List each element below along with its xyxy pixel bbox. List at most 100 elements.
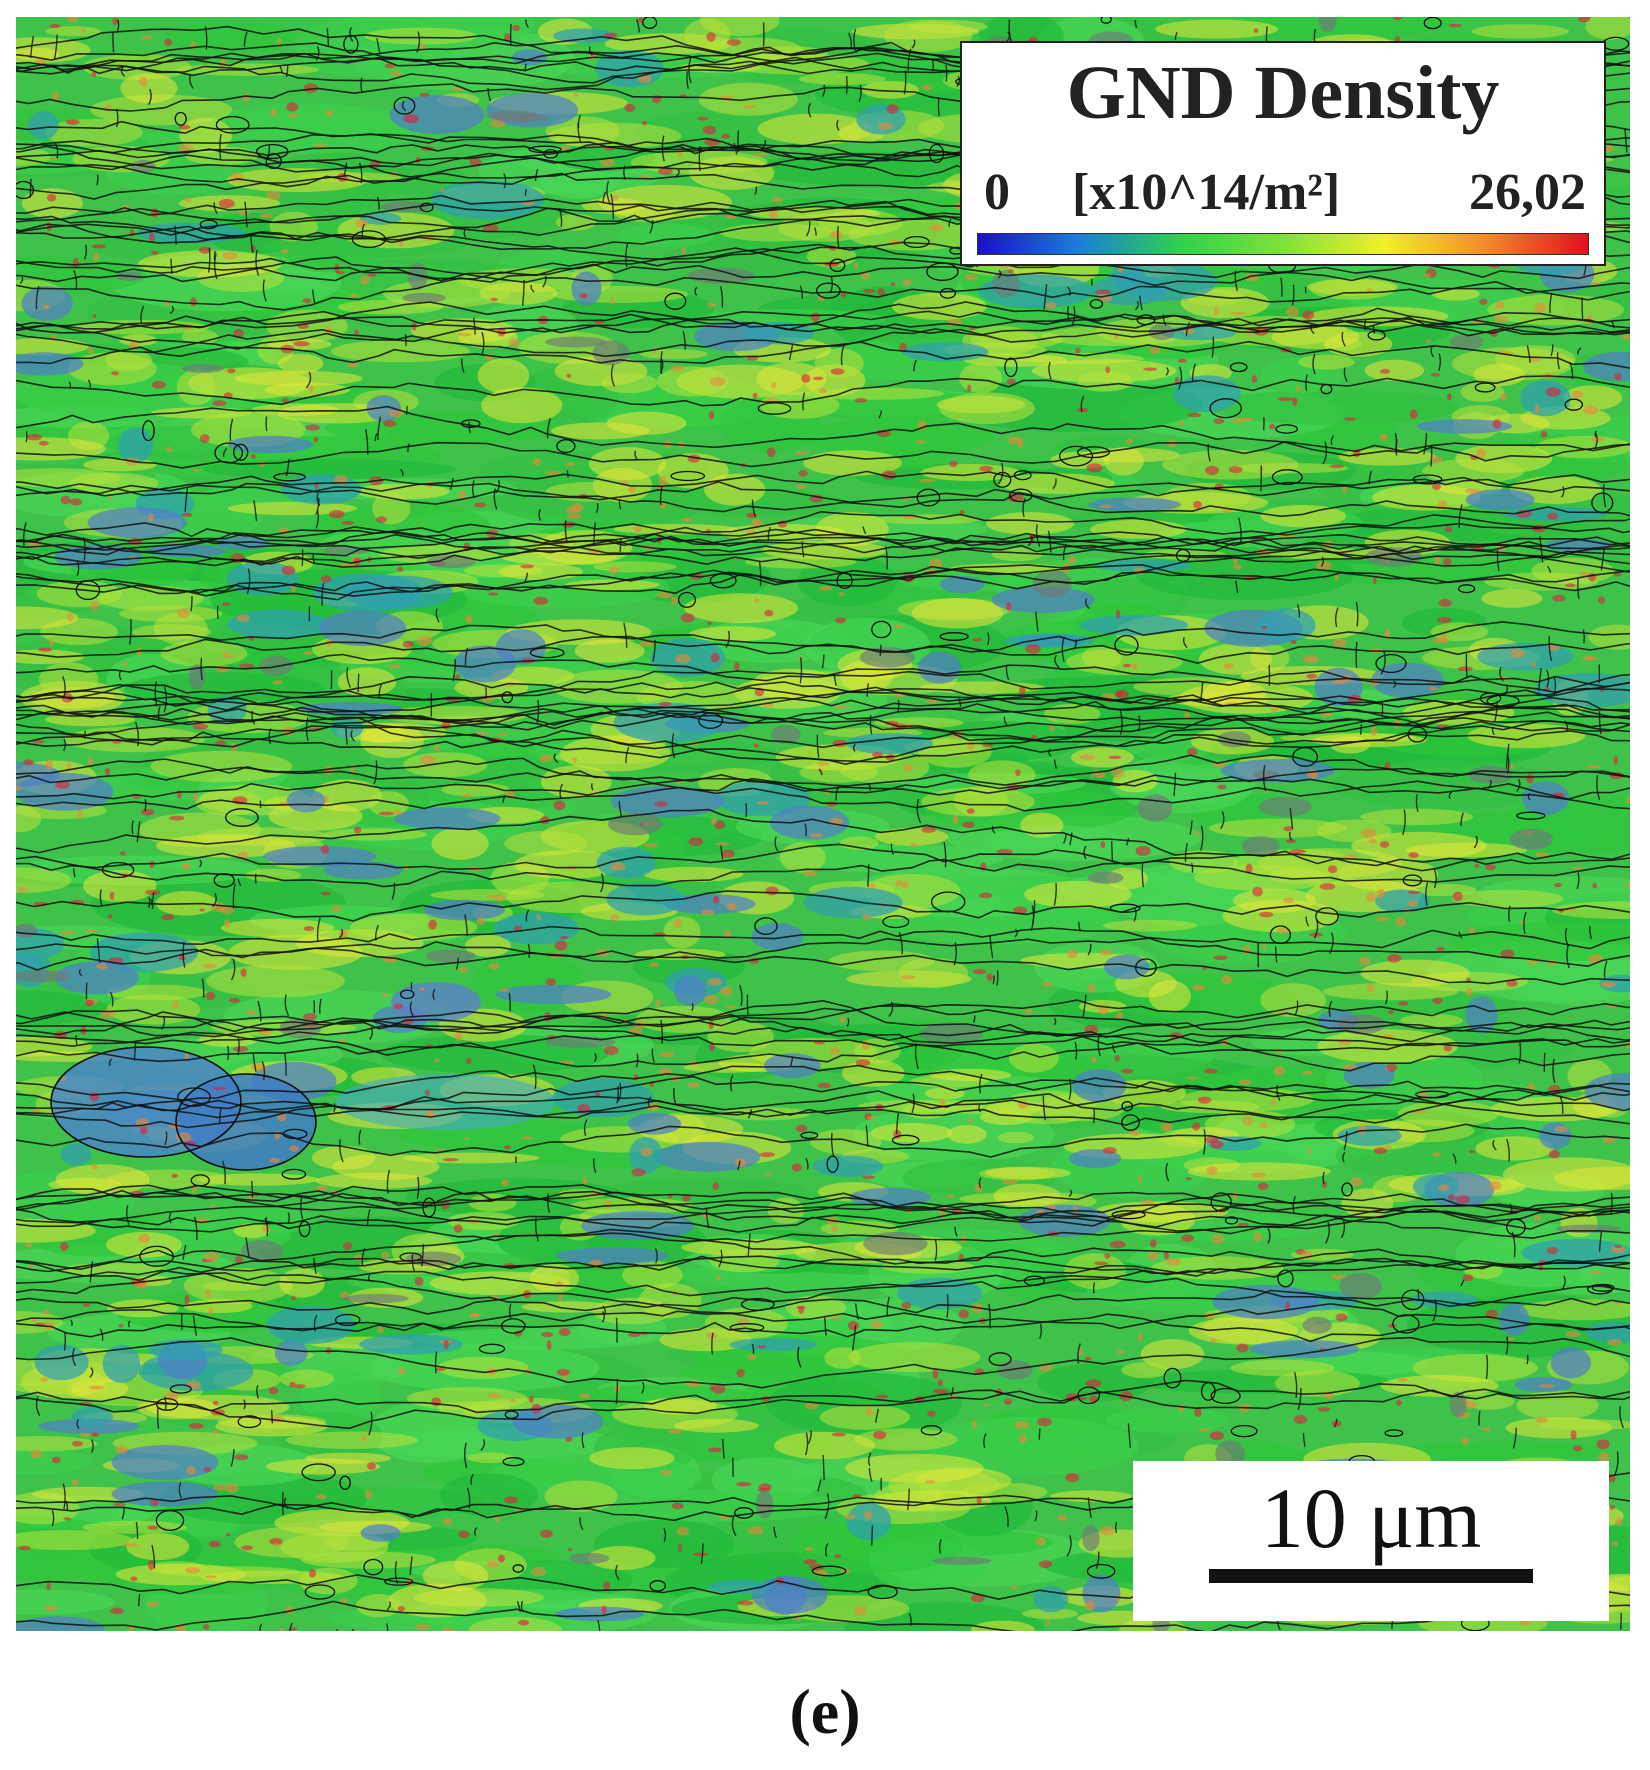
yellow-patch xyxy=(681,1239,821,1257)
grain-boundary xyxy=(1305,374,1308,392)
high-density-speck xyxy=(1302,310,1315,320)
low-density-grain xyxy=(286,789,326,813)
grain-boundary xyxy=(226,1045,230,1061)
grain-boundary xyxy=(237,878,242,887)
high-density-speck xyxy=(1025,644,1041,654)
high-density-speck xyxy=(933,1388,949,1394)
grain-boundary xyxy=(265,153,282,170)
grain-boundary xyxy=(16,180,35,200)
high-density-speck xyxy=(303,926,315,932)
high-density-speck xyxy=(354,329,359,336)
grain-boundary xyxy=(1296,604,1301,618)
grain-boundary xyxy=(1543,1052,1546,1072)
grain-boundary xyxy=(1271,469,1303,486)
grain-boundary xyxy=(198,859,203,868)
high-density-speck xyxy=(281,397,289,403)
high-density-speck xyxy=(1228,466,1243,474)
high-density-speck xyxy=(46,1581,51,1591)
grain-boundary xyxy=(155,1510,185,1531)
grain-boundary xyxy=(593,1158,597,1174)
unindexed-zone xyxy=(1082,1524,1100,1552)
grain-boundary xyxy=(751,499,756,517)
high-density-speck xyxy=(87,347,94,354)
grain-boundary xyxy=(1556,352,1560,370)
high-density-speck xyxy=(141,808,155,816)
yellow-patch xyxy=(118,605,223,622)
grain-boundary xyxy=(593,1052,597,1062)
grain-boundary xyxy=(774,836,779,852)
yellow-patch xyxy=(837,750,930,784)
grain-boundary xyxy=(1566,944,1570,969)
grain-boundary xyxy=(659,486,663,506)
grain-boundary xyxy=(1305,916,1310,927)
yellow-patch xyxy=(311,1145,376,1170)
grain-boundary xyxy=(1068,1189,1073,1198)
grain-boundary xyxy=(16,528,1630,551)
yellow-patch xyxy=(810,1129,882,1155)
high-density-speck xyxy=(707,621,712,626)
grain-boundary xyxy=(647,1096,652,1107)
grain-boundary xyxy=(157,705,161,720)
high-density-speck xyxy=(1049,723,1055,732)
yellow-patch xyxy=(98,585,204,611)
high-density-speck xyxy=(398,1367,406,1376)
high-density-speck xyxy=(702,125,717,135)
grain-boundary xyxy=(493,488,498,510)
grain-boundary xyxy=(253,500,258,522)
high-density-speck xyxy=(397,1605,405,1612)
grain-boundary xyxy=(1328,1000,1333,1017)
high-density-speck xyxy=(1283,826,1294,832)
high-density-speck xyxy=(192,468,200,473)
grain-boundary xyxy=(602,191,607,204)
scale-bar-label: 10 μm xyxy=(1260,1470,1482,1566)
high-density-speck xyxy=(308,385,314,394)
high-density-speck xyxy=(1302,654,1319,664)
grain-boundary xyxy=(988,1303,991,1329)
high-density-speck xyxy=(1592,882,1598,889)
high-density-speck xyxy=(1237,1222,1249,1227)
high-density-speck xyxy=(1506,1337,1515,1341)
grain-boundary xyxy=(1591,492,1614,514)
green-patch xyxy=(16,855,262,886)
yellow-patch xyxy=(45,26,102,37)
high-density-speck xyxy=(1582,655,1598,661)
grain-boundary xyxy=(164,1396,167,1410)
grain-boundary xyxy=(201,978,205,998)
grain-boundary xyxy=(800,1131,819,1140)
high-density-speck xyxy=(1099,504,1114,508)
high-density-speck xyxy=(520,564,535,569)
grain-boundary xyxy=(1048,361,1052,380)
grain-boundary xyxy=(400,468,404,477)
low-density-grain xyxy=(360,1524,401,1542)
high-density-speck xyxy=(946,1194,955,1198)
yellow-patch xyxy=(469,1617,562,1631)
high-density-speck xyxy=(55,780,70,789)
yellow-patch xyxy=(183,1299,253,1314)
high-density-speck xyxy=(1482,1427,1491,1432)
yellow-patch xyxy=(1089,519,1187,539)
high-density-speck xyxy=(181,512,193,517)
high-density-speck xyxy=(726,39,741,46)
high-density-speck xyxy=(648,962,660,967)
grain-boundary xyxy=(1035,611,1039,632)
high-density-speck xyxy=(458,1530,470,1539)
grain-boundary xyxy=(664,292,687,310)
high-density-speck xyxy=(1396,1399,1402,1406)
high-density-speck xyxy=(1290,639,1297,645)
high-density-speck xyxy=(544,470,561,476)
high-density-speck xyxy=(1245,863,1253,874)
high-density-speck xyxy=(1474,864,1480,868)
yellow-patch xyxy=(1310,279,1395,300)
high-density-speck xyxy=(179,124,191,130)
high-density-speck xyxy=(389,409,404,418)
grain-boundary xyxy=(1182,637,1188,649)
yellow-patch xyxy=(179,117,232,153)
high-density-speck xyxy=(147,1560,155,1571)
grain-boundary xyxy=(315,45,320,61)
grain-boundary xyxy=(230,1449,235,1467)
high-density-speck xyxy=(754,598,759,604)
yellow-patch xyxy=(535,530,633,565)
grain-boundary xyxy=(930,891,966,913)
grain-boundary xyxy=(1127,1423,1132,1448)
high-density-speck xyxy=(1438,1184,1450,1192)
